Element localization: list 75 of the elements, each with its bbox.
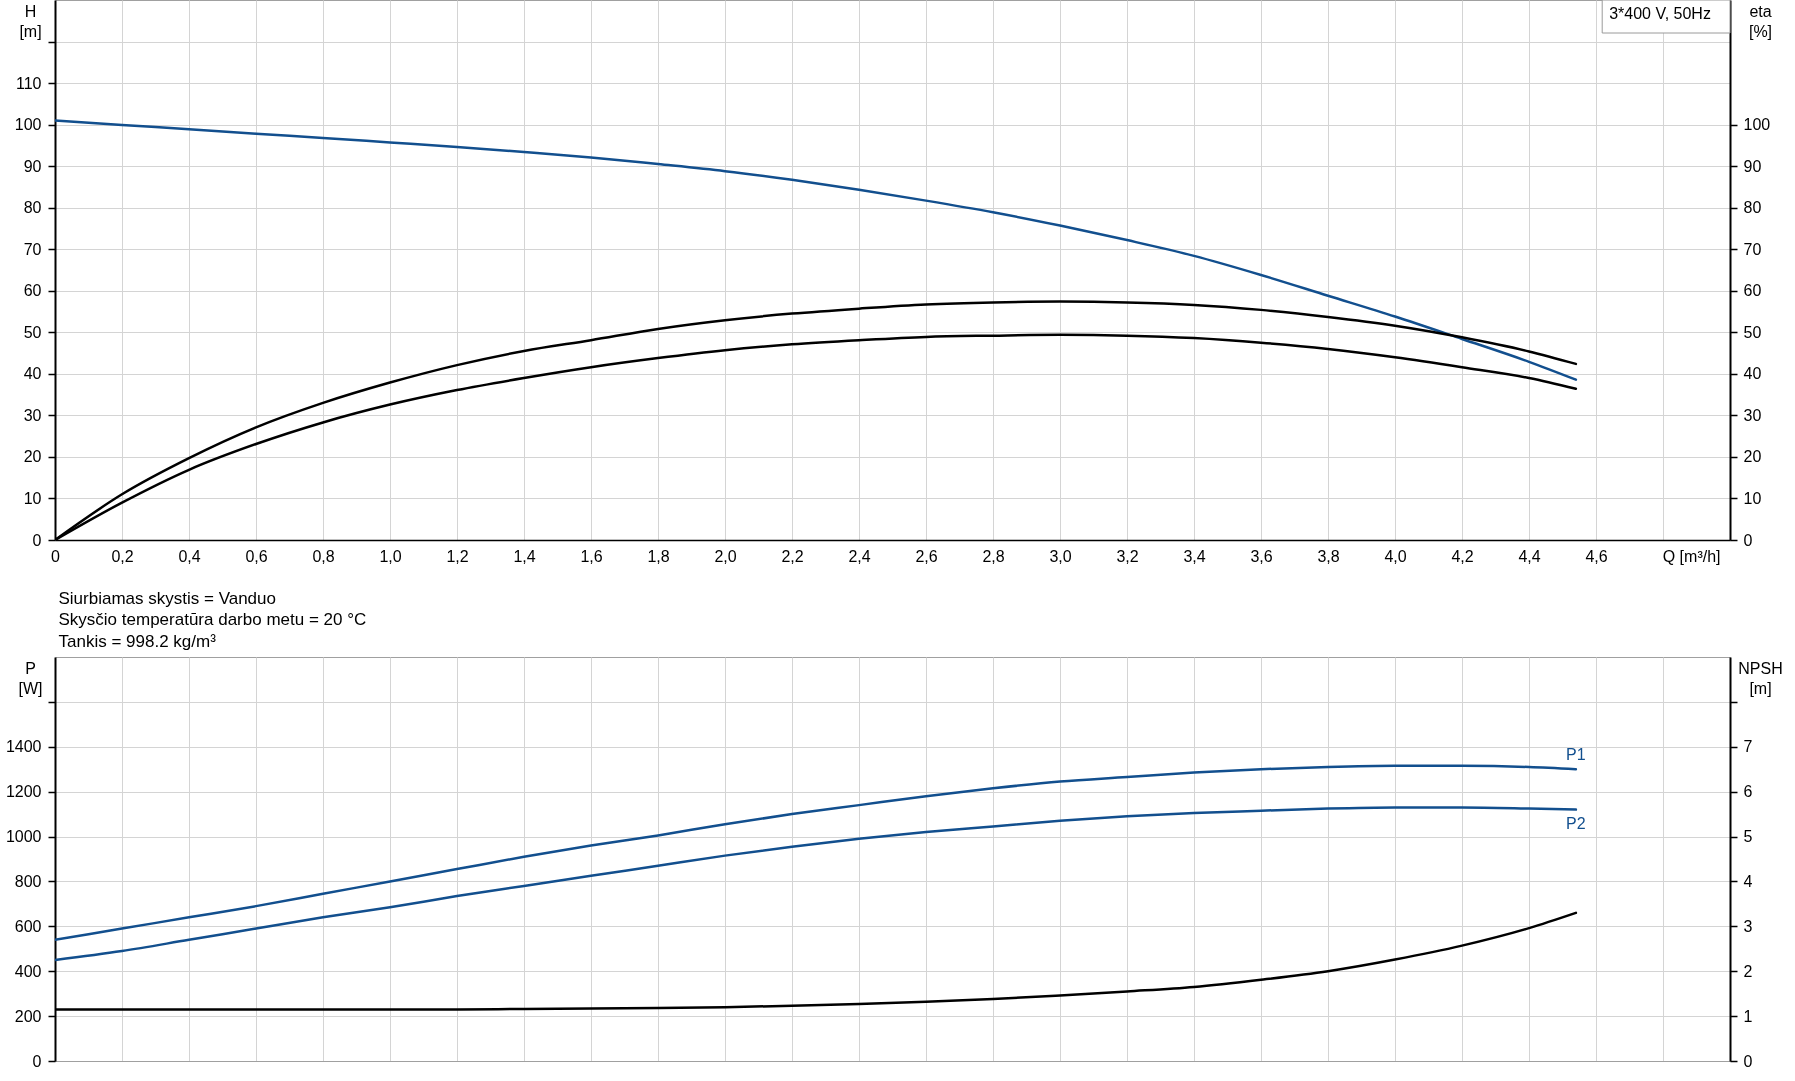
y-tick-label: 800	[14, 872, 42, 890]
y2-tick-label: 30	[1743, 406, 1762, 424]
y-axis-title: H [m]	[19, 2, 42, 40]
x-tick-label: 3,0	[1049, 547, 1072, 565]
y-tick-label: 1000	[5, 828, 42, 846]
y-tick-label: 0	[32, 1052, 42, 1070]
x-tick-label: 4,0	[1384, 547, 1407, 565]
y2-tick-label: 0	[1743, 1052, 1753, 1070]
annotation: 3*400 V, 50Hz	[1609, 5, 1711, 22]
x-tick-label: 3,4	[1183, 547, 1206, 565]
y-tick-label: 70	[23, 240, 42, 258]
y-tick-label: 600	[14, 917, 42, 935]
y2-tick-label: 80	[1743, 199, 1762, 217]
x-tick-label: 0,8	[312, 547, 335, 565]
y2-axis-title: NPSH [m]	[1738, 659, 1783, 697]
y2-tick-label: 0	[1743, 531, 1753, 549]
y-tick-label: 200	[14, 1007, 42, 1025]
y-tick-label: 1400	[5, 738, 42, 756]
y2-tick-label: 60	[1743, 282, 1762, 300]
x-tick-label: 2,2	[781, 547, 804, 565]
x-tick-label: 0,2	[111, 547, 134, 565]
y-tick-label: 20	[23, 448, 42, 466]
x-tick-label: 2,0	[714, 547, 737, 565]
y2-axis-title: eta [%]	[1748, 2, 1773, 40]
x-tick-label: 4,6	[1585, 547, 1608, 565]
x-tick-label: 1,4	[513, 547, 536, 565]
y-tick-label: 400	[14, 962, 42, 980]
y2-tick-label: 100	[1743, 116, 1771, 134]
y-tick-label: 0	[32, 531, 42, 549]
y-tick-label: 1200	[5, 783, 42, 801]
x-tick-label: 1,8	[647, 547, 670, 565]
y-tick-label: 60	[23, 282, 42, 300]
y2-tick-label: 4	[1743, 872, 1753, 890]
x-tick-label: 0,6	[245, 547, 268, 565]
x-tick-label: 2,4	[848, 547, 871, 565]
x-tick-label: 0	[51, 547, 61, 565]
y2-tick-label: 40	[1743, 365, 1762, 383]
x-tick-label: 1,2	[446, 547, 469, 565]
x-tick-label: 3,8	[1317, 547, 1340, 565]
series-label: P2	[1566, 814, 1586, 832]
x-tick-label: 1,0	[379, 547, 402, 565]
y2-tick-label: 3	[1743, 917, 1753, 935]
y2-tick-label: 90	[1743, 157, 1762, 175]
y2-tick-label: 50	[1743, 323, 1762, 341]
y2-tick-label: 1	[1743, 1007, 1753, 1025]
x-tick-label: 4,2	[1451, 547, 1474, 565]
x-tick-label: 4,4	[1518, 547, 1541, 565]
x-tick-label: 2,6	[915, 547, 938, 565]
x-tick-label: 0,4	[178, 547, 201, 565]
y-tick-label: 10	[23, 489, 42, 507]
x-tick-label: 3,6	[1250, 547, 1273, 565]
y-tick-label: 80	[23, 199, 42, 217]
line-series	[55, 119, 1578, 381]
x-tick-label: 2,8	[982, 547, 1005, 565]
y-axis-title: P [W]	[18, 659, 43, 697]
y-tick-label: 50	[23, 323, 42, 341]
y-tick-label: 100	[14, 116, 42, 134]
y-tick-label: 40	[23, 365, 42, 383]
y2-tick-label: 2	[1743, 962, 1753, 980]
text: Siurbiamas skystis = Vanduo	[58, 588, 276, 608]
series-label: P1	[1566, 746, 1586, 764]
x-axis-title: Q [m³/h]	[1662, 547, 1721, 565]
text: Skysčio temperatūra darbo metu = 20 °C	[58, 610, 367, 630]
y2-tick-label: 20	[1743, 448, 1762, 466]
y2-tick-label: 6	[1743, 783, 1753, 801]
y-tick-label: 110	[15, 74, 42, 92]
y2-tick-label: 10	[1743, 489, 1762, 507]
y2-tick-label: 70	[1743, 240, 1762, 258]
text: Tankis = 998.2 kg/m³	[58, 631, 217, 651]
y-tick-label: 30	[23, 406, 42, 424]
x-tick-label: 1,6	[580, 547, 603, 565]
y2-tick-label: 7	[1743, 738, 1753, 756]
y2-tick-label: 5	[1743, 828, 1753, 846]
x-tick-label: 3,2	[1116, 547, 1139, 565]
y-tick-label: 90	[23, 157, 42, 175]
